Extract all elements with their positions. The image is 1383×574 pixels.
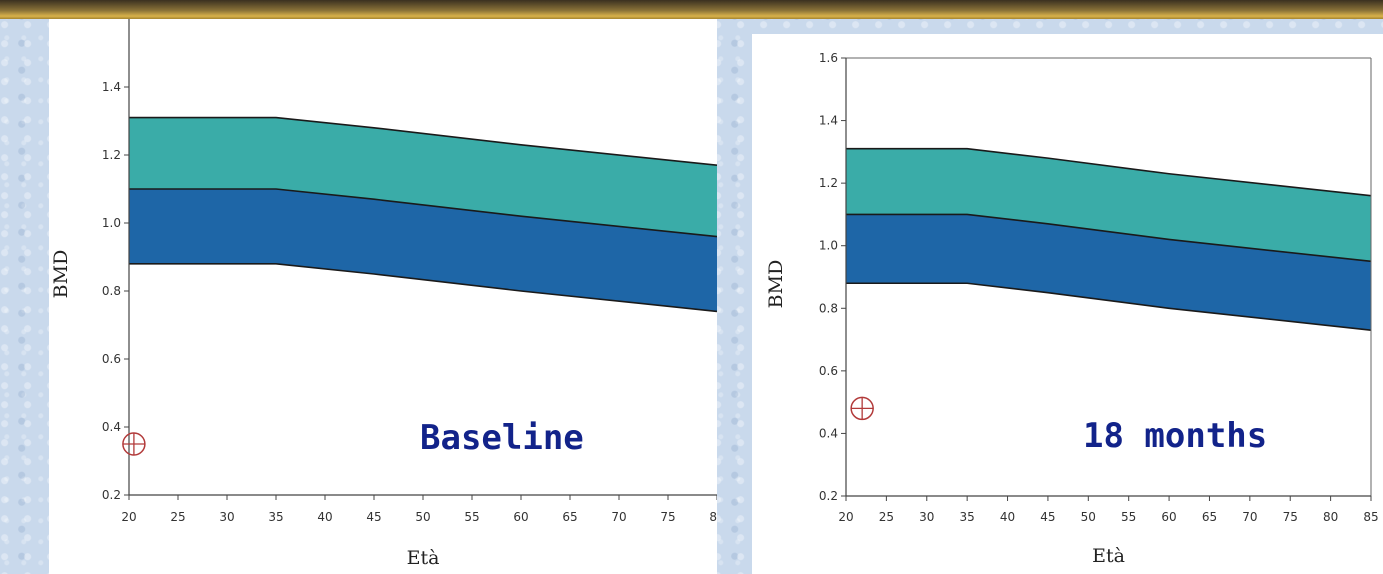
x-tick-label: 70 bbox=[611, 510, 626, 524]
y-tick-label: 1.0 bbox=[102, 216, 121, 230]
x-tick-label: 75 bbox=[1283, 510, 1298, 524]
x-tick-label: 80 bbox=[709, 510, 717, 524]
band-boundary-line-18-months bbox=[846, 282, 1372, 331]
x-tick-label: 50 bbox=[415, 510, 430, 524]
annotation-baseline: Baseline bbox=[420, 418, 584, 458]
x-axis-title: Età bbox=[407, 547, 440, 569]
band-lower-18-months bbox=[846, 214, 1371, 331]
y-tick-label: 1.4 bbox=[819, 114, 838, 128]
chart-panel-18-months: 0.2 0.4 0.6 0.8 1.0 1.2 1.4 1.6 20 25 30 35 40 45 50 55… bbox=[752, 34, 1383, 574]
x-tick-label: 30 bbox=[919, 510, 934, 524]
band-upper-baseline bbox=[129, 117, 717, 237]
y-axis-title: BMD bbox=[50, 250, 72, 299]
x-tick-label: 80 bbox=[1323, 510, 1338, 524]
band-boundary-line-baseline bbox=[129, 116, 717, 166]
x-tick-label: 55 bbox=[464, 510, 479, 524]
y-axis-title: BMD bbox=[765, 260, 787, 309]
x-tick-label: 30 bbox=[219, 510, 234, 524]
y-tick-label: 0.6 bbox=[819, 364, 838, 378]
band-lower-baseline bbox=[129, 189, 717, 312]
chart-baseline: 0.2 0.4 0.6 0.8 1.0 1.2 1.4 20 25 30 35 40 45 50 55 60 6… bbox=[50, 19, 717, 569]
y-tick-label: 0.2 bbox=[819, 489, 838, 503]
x-tick-label: 60 bbox=[513, 510, 528, 524]
y-tick-label: 1.4 bbox=[102, 80, 121, 94]
x-tick-label: 45 bbox=[1040, 510, 1055, 524]
x-tick-label: 70 bbox=[1242, 510, 1257, 524]
y-tick-label: 0.4 bbox=[102, 420, 121, 434]
x-tick-label: 35 bbox=[960, 510, 975, 524]
x-tick-label: 65 bbox=[562, 510, 577, 524]
chart-18-months: 0.2 0.4 0.6 0.8 1.0 1.2 1.4 1.6 20 25 30 35 40 45 50 55… bbox=[765, 51, 1379, 567]
data-point-marker bbox=[850, 396, 874, 421]
y-tick-label: 1.6 bbox=[819, 51, 838, 65]
x-tick-label: 55 bbox=[1121, 510, 1136, 524]
x-tick-label: 35 bbox=[268, 510, 283, 524]
band-boundary-line-baseline bbox=[129, 263, 717, 313]
title-bar-strip bbox=[0, 0, 1383, 19]
x-tick-label: 50 bbox=[1081, 510, 1096, 524]
x-tick-label: 40 bbox=[317, 510, 332, 524]
band-upper-18-months bbox=[846, 148, 1371, 262]
x-tick-label: 20 bbox=[121, 510, 136, 524]
data-point-marker bbox=[122, 432, 146, 456]
x-tick-label: 25 bbox=[879, 510, 894, 524]
x-tick-label: 20 bbox=[838, 510, 853, 524]
band-boundary-line-18-months bbox=[846, 213, 1372, 263]
band-boundary-line-baseline bbox=[129, 188, 717, 238]
chart-panel-baseline: 0.2 0.4 0.6 0.8 1.0 1.2 1.4 20 25 30 35 40 45 50 55 60 6… bbox=[49, 19, 717, 574]
y-tick-label: 0.8 bbox=[102, 284, 121, 298]
x-tick-label: 75 bbox=[660, 510, 675, 524]
x-axis-title: Età bbox=[1092, 545, 1125, 567]
x-tick-label: 85 bbox=[1363, 510, 1378, 524]
x-tick-label: 45 bbox=[366, 510, 381, 524]
y-tick-label: 0.8 bbox=[819, 301, 838, 315]
y-tick-label: 0.4 bbox=[819, 426, 838, 440]
x-tick-label: 60 bbox=[1161, 510, 1176, 524]
y-tick-label: 0.6 bbox=[102, 352, 121, 366]
x-tick-label: 25 bbox=[170, 510, 185, 524]
y-tick-label: 1.2 bbox=[102, 148, 121, 162]
x-tick-label: 65 bbox=[1202, 510, 1217, 524]
y-tick-label: 0.2 bbox=[102, 488, 121, 502]
x-tick-label: 40 bbox=[1000, 510, 1015, 524]
annotation-18-months: 18 months bbox=[1083, 416, 1267, 456]
y-tick-label: 1.0 bbox=[819, 239, 838, 253]
band-boundary-line-18-months bbox=[846, 147, 1372, 197]
y-tick-label: 1.2 bbox=[819, 176, 838, 190]
